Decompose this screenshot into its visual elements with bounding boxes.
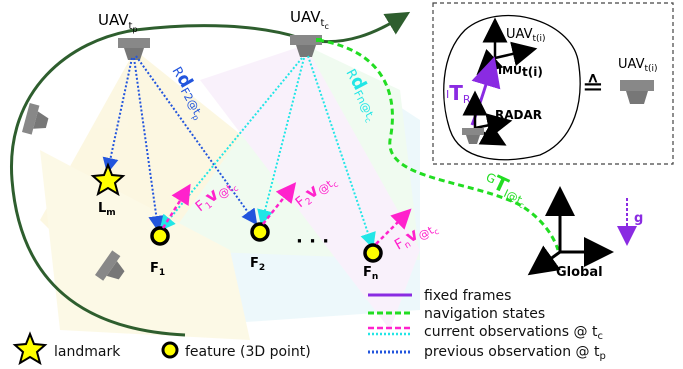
legend-bottom: landmark feature (3D point) (12, 331, 311, 366)
feature-dot-icon (363, 243, 383, 263)
legend-landmark: landmark (54, 344, 121, 360)
inset-uav-label: UAVt(i) (506, 27, 546, 44)
feature-label-1: F1 (150, 261, 165, 278)
imu-label: IMUt(i) (498, 64, 543, 79)
gravity-label: g (634, 211, 643, 226)
landmark-label: Lm (98, 201, 116, 218)
fov-cones (40, 45, 420, 340)
star-icon (12, 331, 48, 366)
global-label: Global (556, 265, 603, 280)
inset-radar-sensor-icon (462, 128, 484, 144)
legend-previous-observation: previous observation @ tp (424, 344, 606, 362)
uav-icon-side-left (22, 103, 49, 135)
inset-uav-label-right: UAVt(i) (618, 57, 658, 74)
current-observations-rays (159, 55, 376, 249)
landmark-star-icon (90, 162, 126, 197)
legend-right: fixed frames navigation states current o… (368, 288, 606, 362)
legend-navigation-states: navigation states (424, 306, 545, 322)
legend-feature: feature (3D point) (185, 344, 311, 360)
legend-fixed-frames: fixed frames (424, 288, 511, 304)
global-frame-icon (527, 186, 614, 276)
previous-observations (102, 55, 258, 232)
inset-uav-icon (620, 80, 654, 104)
uav-tc-label: UAVtc (290, 8, 329, 31)
uav-tp-label: UAVtp (98, 11, 138, 34)
feature-label-2: F2 (250, 256, 265, 273)
uav-icon-side-bottom (95, 250, 125, 281)
features-ellipsis: · · · (296, 231, 329, 252)
legend-current-observations: current observations @ tc (424, 324, 603, 342)
feature-label-n: Fn (363, 265, 378, 282)
equivalence-symbol: ≙ (582, 72, 604, 102)
feature-dot-icon (150, 226, 170, 246)
feature-dot-icon (161, 341, 179, 359)
velocity-arrows (161, 182, 412, 245)
radar-label: RADAR (495, 108, 542, 122)
inset-ellipse (443, 14, 581, 161)
feature-dot-icon (250, 222, 270, 242)
uav-icon-tp (118, 38, 150, 60)
global-transform-label: GTI@tc (480, 166, 533, 210)
